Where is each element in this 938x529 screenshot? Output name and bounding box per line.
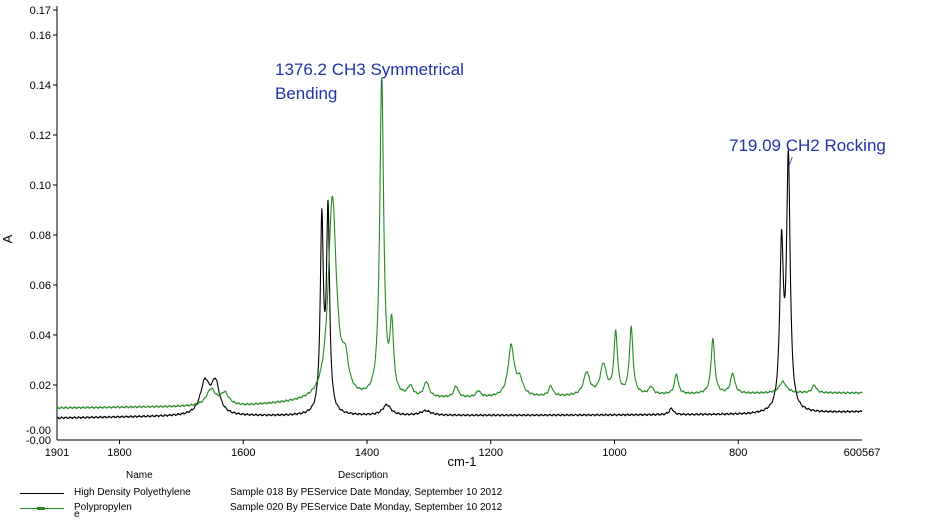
peak-annotation-leader bbox=[787, 156, 793, 168]
x-tick-label: 1800 bbox=[107, 447, 131, 459]
peak-annotation-label: Bending bbox=[275, 84, 337, 103]
legend-extra-mark: e bbox=[74, 509, 80, 520]
peak-annotation-label: 719.09 CH2 Rocking bbox=[729, 136, 886, 155]
y-tick-label: 0.12 bbox=[30, 130, 51, 142]
x-tick-label-start: 1901 bbox=[45, 447, 69, 459]
y-tick-label-bottom: -0.00 bbox=[26, 435, 51, 447]
legend-item-pp: Polypropylen Sample 020 By PEService Dat… bbox=[20, 502, 620, 516]
y-tick-label: 0.14 bbox=[30, 80, 51, 92]
legend-desc-hdpe: Sample 018 By PEService Date Monday, Sep… bbox=[230, 487, 503, 498]
y-tick-label: 0.08 bbox=[30, 230, 51, 242]
x-tick-label: 1400 bbox=[355, 447, 379, 459]
y-tick-label-bottom: -0.00 bbox=[26, 425, 51, 437]
y-tick-label: 0.06 bbox=[30, 280, 51, 292]
peak-annotation-1: 1376.2 CH3 Symmetrical Bending bbox=[275, 60, 464, 103]
series-line-hdpe bbox=[56, 149, 863, 420]
peak-annotation-2: 719.09 CH2 Rocking bbox=[729, 136, 886, 168]
y-tick-label: 0.02 bbox=[30, 380, 51, 392]
x-axis: 1800 1600 1400 1200 1000 800 1901 600567 bbox=[45, 439, 881, 459]
annotation-layer: 1376.2 CH3 Symmetrical Bending 719.09 CH2 … bbox=[275, 60, 886, 168]
legend-name-pp: Polypropylen bbox=[74, 502, 132, 513]
legend: Name Description High Density Polyethyle… bbox=[0, 468, 938, 529]
x-tick-label-end: 600567 bbox=[844, 447, 881, 459]
legend-description-header: Description bbox=[338, 470, 389, 481]
x-tick-label: 800 bbox=[729, 447, 747, 459]
peak-annotation-label: 1376.2 CH3 Symmetrical bbox=[275, 60, 464, 79]
legend-desc-pp: Sample 020 By PEService Date Monday, Sep… bbox=[230, 502, 503, 513]
series-line-polypropylen bbox=[56, 77, 863, 410]
y-tick-label-top: 0.17 bbox=[30, 5, 51, 17]
y-axis-title: A bbox=[0, 234, 15, 243]
legend-name-hdpe: High Density Polyethylene bbox=[74, 487, 191, 498]
x-tick-label: 1000 bbox=[602, 447, 626, 459]
y-tick-label: 0.04 bbox=[30, 330, 51, 342]
y-tick-label: 0.16 bbox=[30, 30, 51, 42]
legend-marker-pp bbox=[37, 507, 45, 510]
x-tick-label: 1600 bbox=[231, 447, 255, 459]
x-axis-title: cm-1 bbox=[448, 454, 477, 468]
legend-name-header: Name bbox=[126, 470, 153, 481]
y-axis: 0.16 0.14 0.12 0.10 0.08 0.06 0.04 0.02 0.17 -0.0… bbox=[26, 5, 58, 447]
y-tick-label: 0.10 bbox=[30, 180, 51, 192]
x-tick-label: 1200 bbox=[479, 447, 503, 459]
series-layer bbox=[56, 77, 863, 420]
legend-item-hdpe: High Density Polyethylene Sample 018 By … bbox=[20, 487, 620, 501]
legend-swatch-pp bbox=[20, 507, 64, 510]
legend-swatch-hdpe bbox=[20, 493, 64, 494]
